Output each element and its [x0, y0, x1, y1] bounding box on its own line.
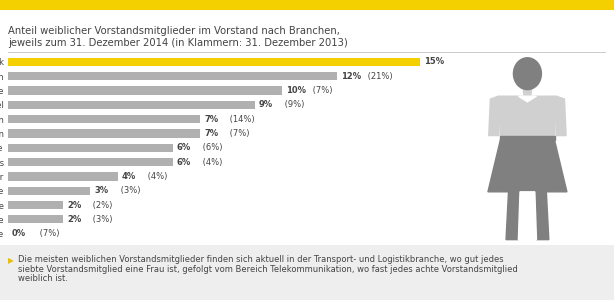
Text: (6%): (6%) — [200, 143, 222, 152]
Text: Die meisten weiblichen Vorstandsmitglieder finden sich aktuell in der Transport-: Die meisten weiblichen Vorstandsmitglied… — [18, 255, 504, 264]
Text: (21%): (21%) — [365, 72, 392, 81]
Bar — [8, 72, 337, 80]
Text: Anteil weiblicher Vorstandsmitglieder im Vorstand nach Branchen,: Anteil weiblicher Vorstandsmitglieder im… — [8, 26, 340, 35]
Text: 15%: 15% — [424, 57, 444, 66]
Text: ▶: ▶ — [8, 256, 14, 265]
Text: (3%): (3%) — [90, 215, 113, 224]
Bar — [8, 172, 118, 181]
Text: 6%: 6% — [177, 143, 191, 152]
Text: (4%): (4%) — [145, 172, 168, 181]
Text: (14%): (14%) — [227, 115, 255, 124]
Text: (9%): (9%) — [282, 100, 305, 109]
Text: (7%): (7%) — [37, 229, 60, 238]
Polygon shape — [518, 192, 537, 240]
Text: 6%: 6% — [177, 158, 191, 166]
Text: 12%: 12% — [341, 72, 362, 81]
Text: siebte Vorstandsmitglied eine Frau ist, gefolgt vom Bereich Telekommunikation, w: siebte Vorstandsmitglied eine Frau ist, … — [18, 265, 518, 274]
Bar — [8, 144, 173, 152]
Text: (7%): (7%) — [310, 86, 332, 95]
Text: 4%: 4% — [122, 172, 136, 181]
Polygon shape — [489, 96, 499, 136]
Text: (2%): (2%) — [90, 200, 113, 209]
Text: 10%: 10% — [287, 86, 306, 95]
Bar — [8, 201, 63, 209]
Bar — [8, 215, 63, 224]
Polygon shape — [499, 96, 556, 136]
Bar — [8, 86, 282, 94]
Bar — [8, 58, 419, 66]
Text: 0%: 0% — [12, 229, 26, 238]
Bar — [8, 158, 173, 166]
Bar — [8, 187, 90, 195]
Polygon shape — [500, 136, 554, 140]
Text: (15%): (15%) — [447, 57, 475, 66]
Polygon shape — [518, 96, 537, 102]
Text: 7%: 7% — [204, 129, 219, 138]
Text: weiblich ist.: weiblich ist. — [18, 274, 68, 283]
Bar — [8, 101, 255, 109]
Text: (4%): (4%) — [200, 158, 222, 166]
Text: jeweils zum 31. Dezember 2014 (in Klammern: 31. Dezember 2013): jeweils zum 31. Dezember 2014 (in Klamme… — [8, 38, 348, 47]
Text: (3%): (3%) — [118, 186, 140, 195]
Text: 2%: 2% — [67, 215, 81, 224]
Circle shape — [513, 58, 542, 90]
Text: 3%: 3% — [95, 186, 109, 195]
Bar — [8, 129, 200, 138]
Polygon shape — [506, 192, 520, 240]
Polygon shape — [523, 90, 532, 96]
Text: (7%): (7%) — [227, 129, 250, 138]
Bar — [8, 115, 200, 123]
Polygon shape — [535, 192, 549, 240]
Text: 7%: 7% — [204, 115, 219, 124]
Text: 2%: 2% — [67, 200, 81, 209]
Text: 9%: 9% — [259, 100, 273, 109]
Polygon shape — [556, 96, 566, 136]
Polygon shape — [488, 140, 567, 192]
